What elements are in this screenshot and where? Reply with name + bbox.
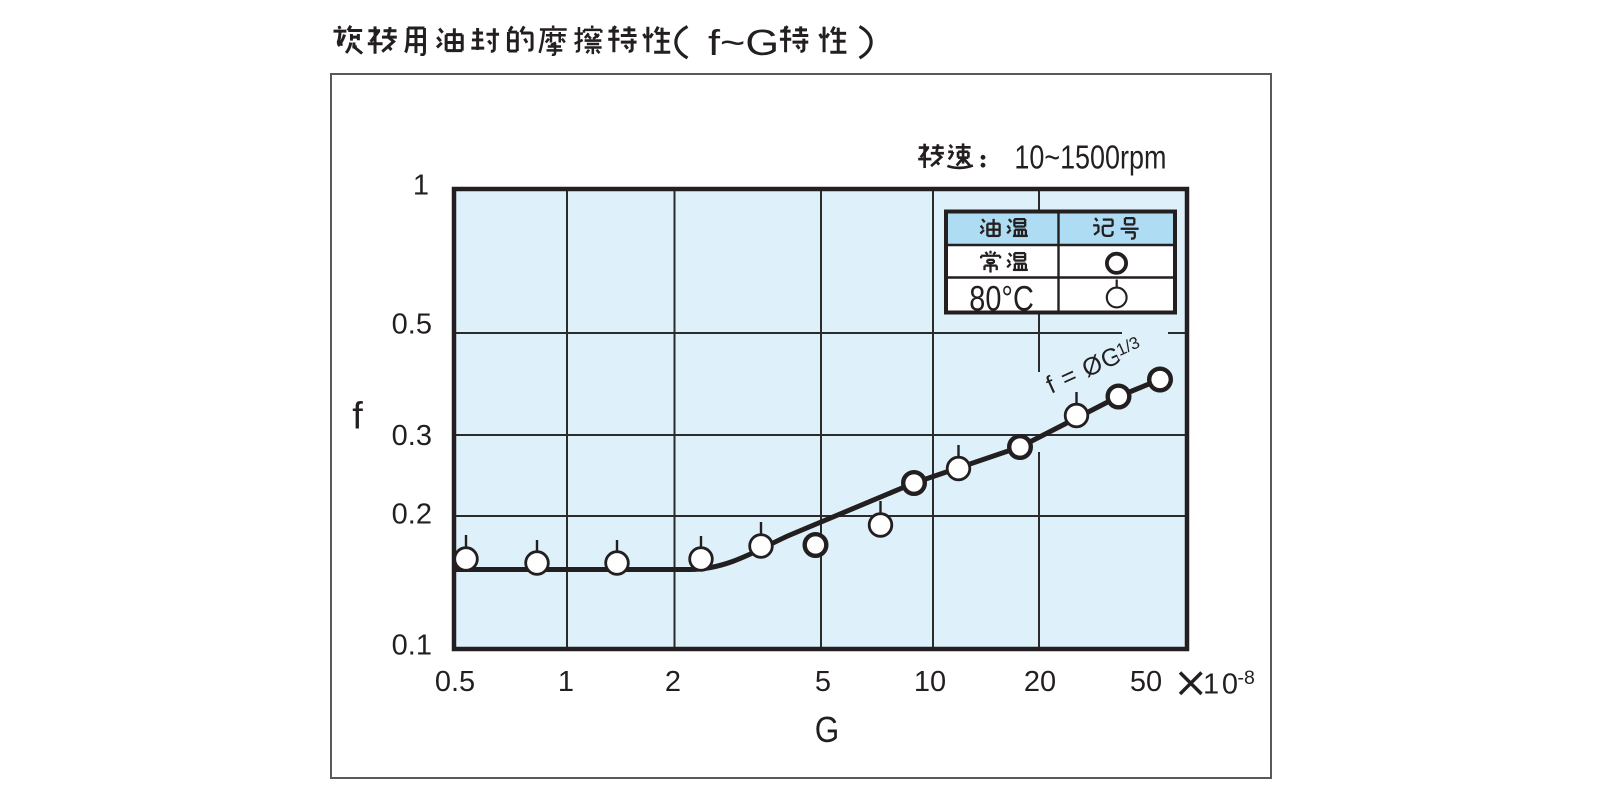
svg-text:0.5: 0.5 xyxy=(435,666,475,698)
svg-text:f: f xyxy=(352,396,363,438)
svg-text:1: 1 xyxy=(413,170,429,202)
svg-text:f~G: f~G xyxy=(708,22,779,63)
svg-text:0.1: 0.1 xyxy=(392,630,432,662)
svg-text:10~1500rpm: 10~1500rpm xyxy=(1014,139,1166,176)
svg-text:1: 1 xyxy=(558,666,574,698)
svg-text:50: 50 xyxy=(1130,666,1162,698)
svg-text:0.3: 0.3 xyxy=(392,420,432,452)
svg-text:-8: -8 xyxy=(1238,667,1255,689)
svg-text:20: 20 xyxy=(1024,666,1056,698)
svg-text:2: 2 xyxy=(665,666,681,698)
svg-text:80°C: 80°C xyxy=(969,279,1034,319)
svg-text:10: 10 xyxy=(914,666,946,698)
svg-text:G: G xyxy=(815,709,840,750)
svg-text:0.2: 0.2 xyxy=(392,499,432,531)
svg-text:5: 5 xyxy=(815,666,831,698)
svg-text:0.5: 0.5 xyxy=(392,309,432,341)
